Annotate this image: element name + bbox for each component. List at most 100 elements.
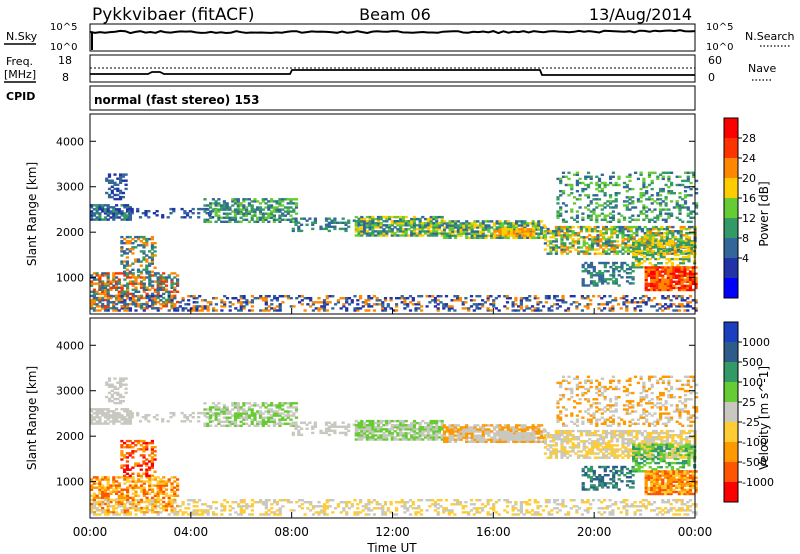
power-cell (120, 210, 124, 213)
velocity-cell (610, 448, 614, 451)
velocity-cell (110, 393, 114, 397)
power-cell (638, 238, 642, 241)
power-cell (112, 276, 116, 279)
velocity-cell (476, 424, 480, 427)
power-cell (686, 286, 690, 290)
power-cell (300, 303, 304, 306)
power-cell (170, 307, 174, 310)
power-cell (162, 292, 166, 296)
power-cell (536, 301, 540, 304)
power-cell (519, 299, 523, 302)
power-cell (515, 226, 519, 229)
power-cell (611, 218, 615, 221)
velocity-cell (521, 434, 525, 437)
velocity-cell (490, 438, 494, 441)
power-cell (683, 284, 687, 288)
power-cell (331, 295, 335, 298)
velocity-cell (278, 414, 282, 417)
power-cell (437, 226, 442, 229)
power-cell (272, 214, 276, 217)
power-cell (356, 307, 360, 310)
power-cell (470, 234, 474, 237)
velocity-cell (141, 416, 145, 419)
power-cell (101, 296, 105, 300)
power-cell (550, 305, 554, 308)
power-cell (217, 204, 221, 207)
power-cell (676, 264, 680, 267)
power-cell (486, 307, 490, 310)
power-cell (145, 272, 149, 275)
velocity-cell (454, 424, 458, 427)
power-cell (504, 228, 508, 231)
power-cell (208, 214, 212, 217)
power-cell (421, 230, 425, 233)
velocity-cell (412, 428, 417, 431)
power-cell (492, 301, 496, 304)
velocity-cell (515, 432, 519, 435)
velocity-cell (454, 426, 458, 429)
power-cell (270, 214, 274, 217)
power-cell (661, 280, 665, 283)
velocity-cell (410, 434, 414, 437)
power-cell (239, 216, 243, 219)
power-cell (164, 278, 169, 281)
power-cell (559, 206, 563, 209)
velocity-cell (501, 438, 505, 441)
power-cell (128, 307, 132, 310)
power-cell (613, 240, 617, 243)
velocity-cell (239, 408, 243, 411)
power-cell (610, 242, 614, 245)
power-cell (209, 204, 213, 207)
power-cell (643, 232, 647, 235)
power-cell (574, 242, 578, 245)
power-cell (476, 236, 480, 239)
power-cell (131, 298, 135, 302)
velocity-cell (498, 424, 502, 427)
velocity-cell (300, 433, 304, 437)
velocity-cell (596, 442, 600, 445)
power-cell (628, 198, 632, 201)
velocity-cell (231, 408, 235, 411)
velocity-cell (347, 429, 351, 432)
power-cell (107, 187, 112, 191)
power-cell (612, 282, 616, 285)
power-cell (467, 226, 472, 229)
velocity-cell (599, 442, 603, 445)
velocity-cell (424, 421, 428, 425)
power-cell (360, 226, 364, 229)
power-cell (98, 278, 102, 281)
velocity-cell (292, 424, 296, 427)
power-cell (678, 196, 682, 199)
power-cell (486, 295, 490, 298)
power-cell (606, 261, 610, 265)
power-cell (456, 228, 460, 231)
velocity-cell (379, 434, 383, 437)
velocity-cell (537, 438, 541, 441)
velocity-cell (217, 418, 221, 421)
power-cell (540, 220, 544, 223)
power-cell (501, 236, 505, 239)
power-cell (112, 295, 116, 298)
power-cell (628, 276, 632, 279)
velocity-cell (498, 426, 502, 429)
power-cell (322, 303, 327, 306)
power-cell (556, 214, 560, 217)
power-cell (322, 227, 326, 231)
velocity-cell (379, 428, 383, 431)
power-cell (131, 296, 135, 300)
power-cell (150, 242, 154, 245)
power-cell (589, 274, 594, 277)
power-cell (200, 305, 205, 308)
velocity-cell (613, 431, 617, 435)
power-cell (603, 206, 607, 209)
power-cell (598, 274, 602, 277)
power-cell (646, 240, 650, 243)
power-cell (365, 222, 369, 225)
velocity-cell (643, 436, 647, 439)
velocity-cell (448, 432, 452, 435)
power-cell (675, 216, 679, 219)
power-cell (549, 248, 553, 251)
power-cell (259, 295, 263, 298)
power-cell (601, 276, 605, 279)
velocity-cell (261, 420, 265, 423)
